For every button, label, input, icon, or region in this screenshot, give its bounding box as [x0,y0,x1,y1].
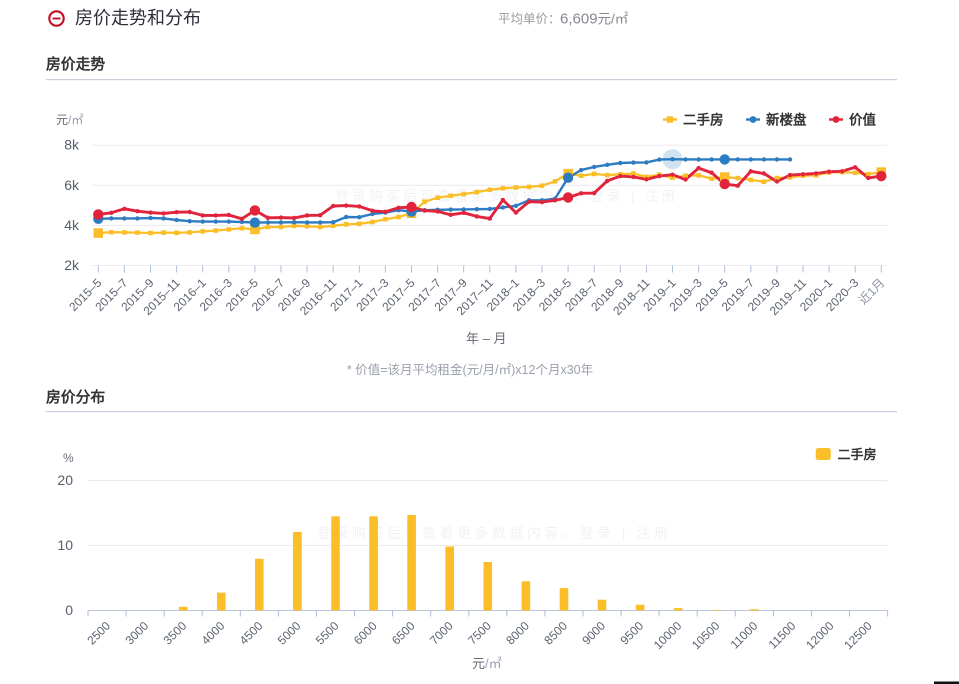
svg-text:6k: 6k [64,177,80,193]
svg-text:登录购买后可查看更多数据内容，登录 | 注册: 登录购买后可查看更多数据内容，登录 | 注册 [317,525,671,541]
svg-text:8k: 8k [64,137,80,153]
svg-text:* 价值=该月平均租金(元/月/㎡)x12个月x30年: * 价值=该月平均租金(元/月/㎡)x12个月x30年 [347,362,593,377]
svg-text:10: 10 [57,537,73,553]
svg-text:平均单价：: 平均单价： [498,12,561,26]
svg-text:二手房: 二手房 [838,447,877,462]
svg-text:房价分布: 房价分布 [46,388,105,406]
svg-text:元/㎡: 元/㎡ [56,113,83,127]
svg-text:20: 20 [57,472,73,488]
svg-text:年 – 月: 年 – 月 [466,331,506,346]
svg-text:房价走势: 房价走势 [46,55,105,73]
svg-text:二手房: 二手房 [683,112,724,128]
svg-text:4k: 4k [64,217,80,233]
svg-text:元/㎡: 元/㎡ [472,656,502,671]
svg-text:6,609元/㎡: 6,609元/㎡ [560,11,629,28]
svg-text:%: % [63,451,74,465]
svg-text:2k: 2k [64,257,80,273]
svg-text:0: 0 [65,602,73,618]
svg-text:房价走势和分布: 房价走势和分布 [75,8,201,28]
svg-text:新楼盘: 新楼盘 [766,112,807,128]
svg-text:价值: 价值 [849,112,877,128]
